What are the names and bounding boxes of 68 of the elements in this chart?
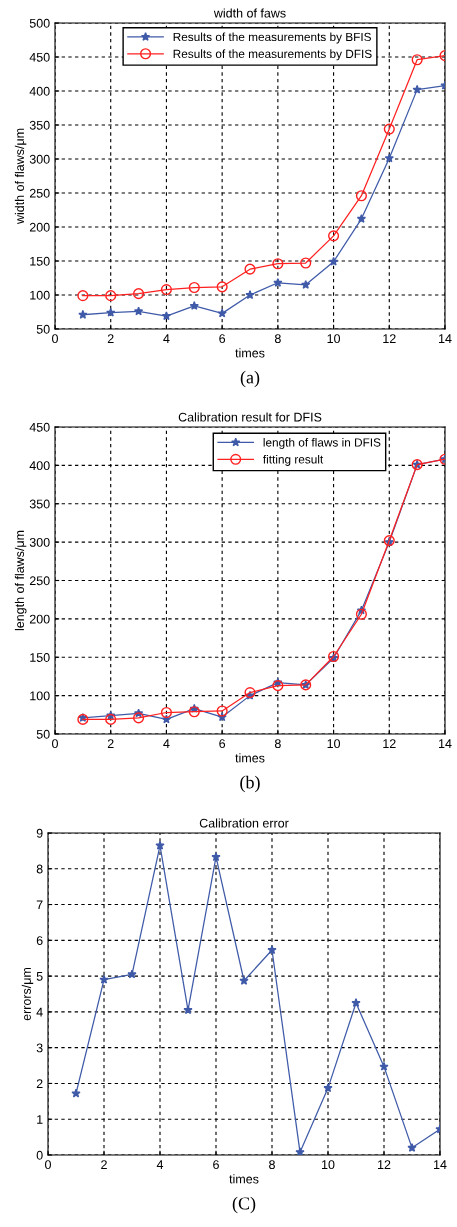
y-tick-label: 300 bbox=[29, 154, 50, 164]
x-axis-title: times bbox=[229, 1174, 259, 1184]
y-tick-label: 8 bbox=[36, 864, 43, 874]
chart-title: Calibration error bbox=[199, 818, 289, 828]
y-tick-label: 9 bbox=[36, 828, 43, 838]
x-tick-label: 10 bbox=[322, 1160, 335, 1170]
legend-label: Results of the measurements by BFIS bbox=[173, 32, 371, 44]
x-tick-label: 8 bbox=[274, 334, 281, 344]
y-tick-label: 350 bbox=[29, 120, 50, 130]
y-axis-title: width of flaws/μm bbox=[14, 128, 27, 225]
chart-title: width of faws bbox=[213, 8, 286, 18]
x-tick-label: 6 bbox=[213, 1160, 219, 1170]
x-tick-label: 4 bbox=[163, 334, 170, 343]
x-tick-label: 8 bbox=[274, 739, 281, 749]
y-tick-label: 2 bbox=[36, 1079, 43, 1088]
legend-label: Results of the measurements by DFIS bbox=[173, 49, 372, 61]
x-tick-label: 4 bbox=[156, 1160, 164, 1169]
y-tick-label: 0 bbox=[36, 1150, 43, 1160]
y-tick-label: 7 bbox=[36, 900, 43, 910]
text: (C) bbox=[232, 1196, 256, 1214]
y-tick-label: 100 bbox=[30, 290, 50, 300]
x-tick-label: 6 bbox=[219, 739, 226, 749]
x-tick-label: 12 bbox=[383, 334, 396, 343]
y-tick-label: 4 bbox=[36, 1007, 43, 1017]
x-tick-label: 2 bbox=[101, 1160, 107, 1169]
y-tick-label: 150 bbox=[30, 653, 50, 662]
y-tick-label: 500 bbox=[29, 18, 50, 28]
y-tick-label: 450 bbox=[29, 422, 50, 432]
y-axis-title: errors/μm bbox=[21, 967, 34, 1021]
y-tick-label: 250 bbox=[29, 576, 50, 586]
text: (a) bbox=[240, 370, 260, 388]
x-tick-label: 6 bbox=[219, 334, 226, 344]
x-tick-label: 0 bbox=[52, 334, 58, 344]
x-tick-label: 12 bbox=[383, 739, 396, 748]
y-tick-label: 150 bbox=[30, 256, 50, 266]
y-tick-label: 350 bbox=[29, 499, 50, 509]
y-axis-title: length of flaws/μm bbox=[14, 530, 27, 631]
y-tick-label: 6 bbox=[36, 936, 43, 945]
x-tick-label: 10 bbox=[327, 739, 341, 749]
x-tick-label: 8 bbox=[269, 1160, 275, 1170]
x-tick-label: 2 bbox=[107, 739, 114, 748]
y-tick-label: 50 bbox=[36, 324, 50, 334]
x-tick-label: 4 bbox=[163, 739, 170, 748]
y-tick-label: 1 bbox=[37, 1115, 43, 1124]
x-tick-label: 14 bbox=[439, 334, 452, 343]
x-tick-label: 14 bbox=[434, 1160, 447, 1169]
chart-title: Calibration result for DFIS bbox=[178, 412, 322, 422]
y-tick-label: 400 bbox=[29, 86, 50, 96]
x-tick-label: 0 bbox=[52, 739, 58, 749]
y-tick-label: 400 bbox=[29, 461, 50, 471]
x-tick-label: 10 bbox=[327, 334, 341, 344]
y-tick-label: 50 bbox=[36, 729, 50, 739]
y-tick-label: 5 bbox=[36, 972, 43, 981]
x-axis-title: times bbox=[235, 753, 265, 763]
text: (b) bbox=[240, 775, 260, 793]
legend-label: fitting result bbox=[263, 454, 324, 466]
legend-label: length of flaws in DFIS bbox=[263, 437, 381, 449]
y-tick-label: 450 bbox=[29, 52, 50, 62]
y-tick-label: 300 bbox=[29, 537, 50, 547]
y-tick-label: 250 bbox=[29, 188, 50, 198]
x-tick-label: 12 bbox=[378, 1160, 391, 1169]
x-tick-label: 14 bbox=[439, 739, 452, 748]
y-tick-label: 100 bbox=[30, 691, 50, 701]
x-tick-label: 2 bbox=[107, 334, 114, 343]
y-tick-label: 200 bbox=[29, 222, 50, 232]
y-tick-label: 3 bbox=[36, 1043, 43, 1053]
x-axis-title: times bbox=[235, 348, 265, 358]
y-tick-label: 200 bbox=[29, 614, 50, 624]
